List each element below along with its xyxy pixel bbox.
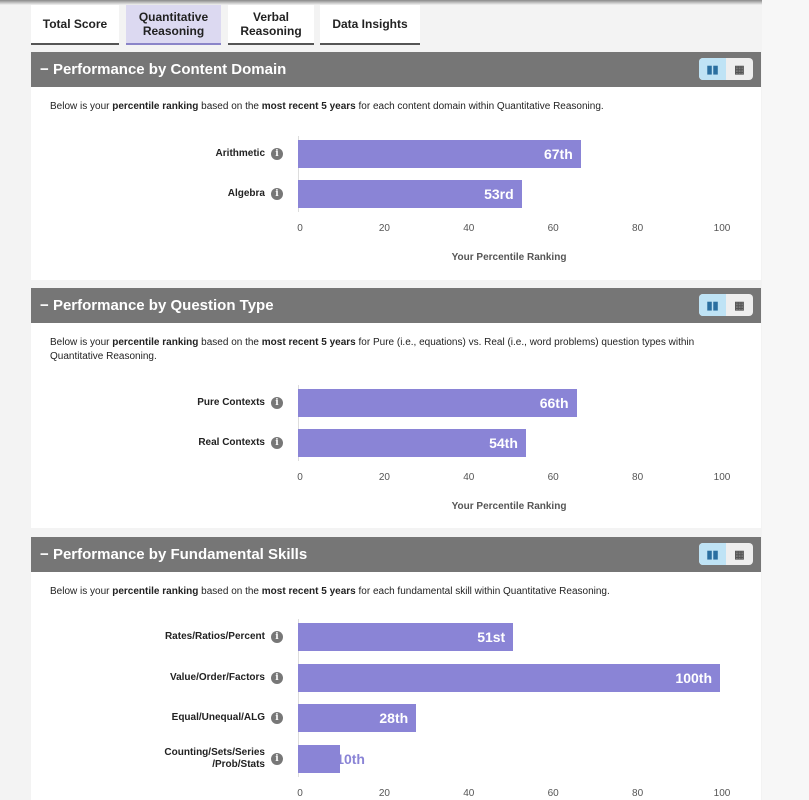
x-tick-label: 0 [297,223,303,234]
info-icon[interactable]: i [271,753,283,765]
x-tick-label: 40 [463,472,475,483]
x-tick-label: 60 [547,788,559,799]
right-margin [762,0,809,800]
bar [298,140,581,168]
x-tick-label: 80 [632,223,644,234]
x-tick-label: 80 [632,788,644,799]
tab-quantitative-reasoning[interactable]: Quantitative Reasoning [126,5,221,45]
category-label: Value/Order/Factors i [100,664,283,692]
bar-chart-icon[interactable]: ▮▮ [699,294,726,316]
info-icon[interactable]: i [271,631,283,643]
collapse-icon[interactable]: − [40,61,53,78]
data-label: 51st [477,629,506,645]
view-toggle[interactable]: ▮▮ ▦ [699,58,753,80]
collapse-icon[interactable]: − [40,297,53,314]
bar [298,180,522,208]
category-label: Equal/Unequal/ALG i [100,704,283,732]
y-axis-line [298,619,299,777]
x-tick-label: 0 [297,788,303,799]
x-tick-label: 100 [713,472,731,483]
table-icon[interactable]: ▦ [734,63,745,76]
info-icon[interactable]: i [271,672,283,684]
category-label: Algebra i [100,180,283,208]
section-title: Performance by Content Domain [52,61,287,78]
x-tick-label: 100 [713,223,731,234]
data-label: 28th [379,710,409,726]
tab-data-insights[interactable]: Data Insights [320,5,420,45]
data-label: 53rd [484,186,514,202]
y-axis-line [298,136,299,212]
x-tick-label: 80 [632,472,644,483]
section-header[interactable]: − Performance by Fundamental Skills ▮▮ ▦ [31,537,761,572]
info-icon[interactable]: i [271,188,283,200]
x-tick-label: 100 [713,788,731,799]
category-label: Arithmetic i [100,140,283,168]
x-tick-label: 20 [378,472,390,483]
info-icon[interactable]: i [271,148,283,160]
x-tick-label: 20 [378,788,390,799]
section-description: Below is your percentile ranking based o… [50,586,610,597]
bar-chart-icon[interactable]: ▮▮ [699,543,726,565]
x-tick-label: 60 [547,223,559,234]
info-icon[interactable]: i [271,437,283,449]
x-tick-label: 20 [378,223,390,234]
data-label: 100th [675,670,712,686]
section-header[interactable]: − Performance by Question Type ▮▮ ▦ [31,288,761,323]
data-label: 10th [336,751,365,767]
x-tick-label: 40 [463,788,475,799]
section-description: Below is your percentile ranking based o… [50,101,604,112]
x-axis-title: Your Percentile Ranking [451,501,567,512]
data-label: 54th [489,435,518,451]
table-icon[interactable]: ▦ [734,299,745,312]
data-label: 67th [543,146,573,162]
tab-total-score[interactable]: Total Score [31,5,119,45]
bar [298,429,526,457]
top-shadow [0,0,809,5]
view-toggle[interactable]: ▮▮ ▦ [699,543,753,565]
view-toggle[interactable]: ▮▮ ▦ [699,294,753,316]
bar [298,745,341,773]
data-label: 66th [539,395,569,411]
section-title: Performance by Fundamental Skills [52,546,308,563]
x-axis-title: Your Percentile Ranking [451,252,567,263]
y-axis-line [298,385,299,461]
section-description: Below is your percentile ranking based o… [50,337,695,362]
category-label: Pure Contexts i [100,389,283,417]
section-title: Performance by Question Type [52,297,274,314]
category-label: Real Contexts i [100,429,283,457]
tab-verbal-reasoning[interactable]: Verbal Reasoning [228,5,314,45]
category-label: Rates/Ratios/Percent i [100,623,283,651]
info-icon[interactable]: i [271,712,283,724]
collapse-icon[interactable]: − [40,546,53,563]
section-header[interactable]: − Performance by Content Domain ▮▮ ▦ [31,52,761,87]
bar-chart-icon[interactable]: ▮▮ [699,58,726,80]
bar [298,389,577,417]
x-tick-label: 60 [547,472,559,483]
table-icon[interactable]: ▦ [734,548,745,561]
bar [298,704,417,732]
category-label: Counting/Sets/Series /Prob/Stats i [100,745,283,773]
info-icon[interactable]: i [271,397,283,409]
x-tick-label: 0 [297,472,303,483]
x-tick-label: 40 [463,223,475,234]
bar [298,664,720,692]
bar [298,623,514,651]
